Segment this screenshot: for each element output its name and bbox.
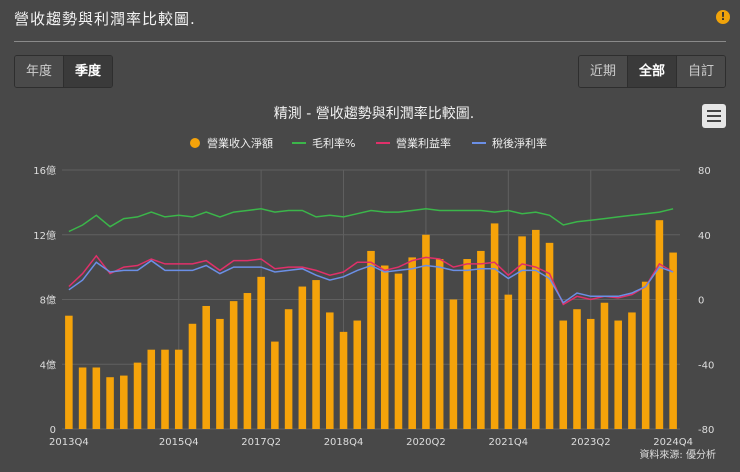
revenue-bar: [463, 259, 471, 429]
revenue-bar: [655, 220, 664, 429]
revenue-bar: [394, 273, 403, 429]
revenue-bar: [545, 242, 554, 429]
menu-icon[interactable]: [702, 104, 726, 128]
revenue-bar: [312, 280, 320, 429]
x-axis-tick: 2015Q4: [159, 437, 199, 448]
right-axis-tick: -40: [698, 360, 714, 371]
revenue-bar: [586, 318, 595, 429]
legend-marker-revenue: [190, 138, 200, 148]
revenue-bar: [243, 293, 252, 429]
page-title: 營收趨勢與利潤率比較圖.: [14, 10, 196, 28]
revenue-bar: [614, 320, 622, 429]
revenue-bar: [202, 305, 210, 429]
left-axis-tick: 0: [50, 425, 56, 436]
revenue-bar: [78, 367, 87, 429]
range-toggle: 近期 全部 自訂: [577, 55, 726, 88]
legend-label: 毛利率%: [312, 136, 355, 150]
info-icon[interactable]: !: [716, 10, 730, 24]
x-axis-tick: 2017Q2: [241, 437, 281, 448]
x-axis-tick: 2023Q2: [571, 437, 611, 448]
right-axis-tick: 40: [698, 231, 711, 242]
revenue-bar: [133, 362, 142, 429]
revenue-bar: [449, 299, 458, 429]
right-axis-tick: 80: [698, 166, 711, 177]
right-axis-tick: 0: [698, 296, 704, 307]
x-axis-tick: 2018Q4: [324, 437, 364, 448]
revenue-bar: [65, 315, 73, 429]
revenue-bar: [326, 312, 334, 429]
revenue-bar: [641, 281, 650, 429]
revenue-bar: [284, 309, 293, 429]
tab-quarterly[interactable]: 季度: [64, 56, 113, 87]
right-axis-tick: -80: [698, 425, 714, 436]
gross-margin-line: [68, 208, 674, 233]
revenue-bar: [271, 341, 279, 429]
revenue-bar: [120, 375, 128, 429]
chart-title: 精測 - 營收趨勢與利潤率比較圖.: [274, 105, 474, 122]
revenue-bar: [339, 331, 348, 429]
left-axis-tick: 8億: [40, 294, 56, 307]
revenue-bar: [92, 367, 101, 429]
revenue-bar: [161, 349, 169, 429]
credit-text: 資料來源: 優分析: [639, 448, 716, 461]
revenue-bar: [490, 223, 499, 429]
x-axis-tick: 2021Q4: [488, 437, 528, 448]
revenue-bar: [229, 301, 238, 429]
period-toggle: 年度 季度: [14, 55, 114, 88]
revenue-bar: [518, 236, 526, 429]
revenue-bar: [435, 259, 444, 429]
legend-label: 營業收入淨額: [207, 136, 273, 150]
revenue-bar: [628, 312, 636, 429]
legend-label: 營業利益率: [396, 136, 451, 150]
revenue-bar: [573, 309, 581, 429]
revenue-bar: [106, 377, 114, 429]
net-margin-line: [68, 259, 674, 304]
revenue-bar: [422, 234, 430, 429]
revenue-bar: [298, 286, 307, 429]
left-axis-tick: 16億: [33, 164, 56, 177]
revenue-bar: [188, 323, 197, 429]
revenue-bar: [477, 250, 485, 429]
revenue-bar: [380, 265, 389, 429]
legend-label: 稅後淨利率: [492, 136, 547, 150]
revenue-bar: [257, 276, 265, 429]
x-axis-tick: 2013Q4: [49, 437, 89, 448]
tab-custom[interactable]: 自訂: [676, 56, 725, 87]
tab-all[interactable]: 全部: [627, 56, 677, 87]
revenue-bar: [600, 302, 609, 429]
revenue-bar: [353, 320, 362, 429]
operating-margin-line: [68, 254, 674, 306]
revenue-bar: [669, 252, 677, 429]
revenue-bar: [504, 294, 513, 429]
revenue-bar: [408, 257, 416, 429]
revenue-bar: [216, 318, 224, 429]
left-axis-tick: 12億: [33, 229, 56, 242]
revenue-bar: [559, 320, 568, 429]
revenue-bar: [367, 250, 375, 429]
revenue-bar: [174, 349, 183, 429]
left-axis-tick: 4億: [40, 358, 56, 371]
divider: [14, 41, 726, 42]
tab-recent[interactable]: 近期: [578, 56, 628, 87]
revenue-bar: [147, 349, 156, 429]
x-axis-tick: 2020Q2: [406, 437, 446, 448]
revenue-bar: [532, 229, 540, 429]
tab-annual[interactable]: 年度: [15, 56, 65, 87]
x-axis-tick: 2024Q4: [653, 437, 693, 448]
